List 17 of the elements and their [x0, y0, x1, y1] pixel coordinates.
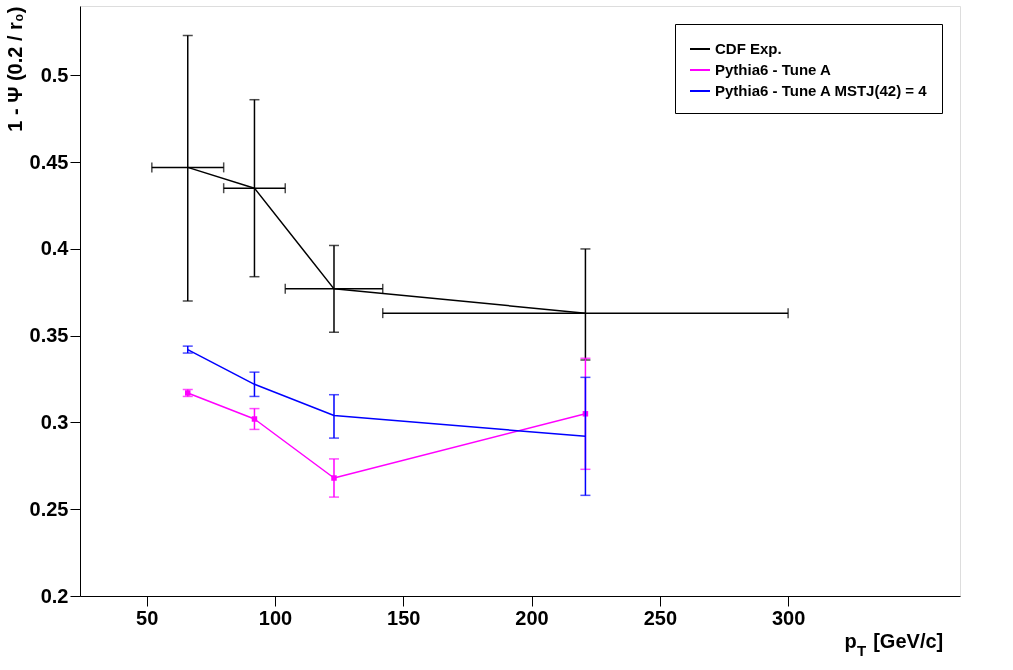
y-tick-label: 0.4 — [40, 237, 70, 260]
legend-label: CDF Exp. — [715, 40, 782, 57]
y-tick-label: 0.2 — [40, 584, 69, 607]
y-tick-label: 0.35 — [29, 324, 69, 347]
x-tick-label: 250 — [643, 606, 678, 629]
x-tick-label: 150 — [387, 606, 421, 629]
y-tick-label: 0.5 — [40, 63, 69, 86]
y-tick-label: 0.3 — [40, 410, 69, 433]
y-tick-label: 0.45 — [29, 150, 69, 173]
y-tick-label: 0.25 — [29, 497, 69, 520]
legend-label: Pythia6 - Tune A — [715, 61, 832, 78]
x-tick-label: 200 — [515, 606, 549, 629]
legend-label: Pythia6 - Tune A MSTJ(42) = 4 — [715, 82, 928, 99]
y-axis-title: 1 - Ψ (0.2 / r₀) — [3, 6, 26, 132]
x-tick-label: 100 — [258, 606, 293, 629]
x-tick-label: 300 — [771, 606, 806, 629]
x-tick-label: 50 — [136, 606, 159, 629]
